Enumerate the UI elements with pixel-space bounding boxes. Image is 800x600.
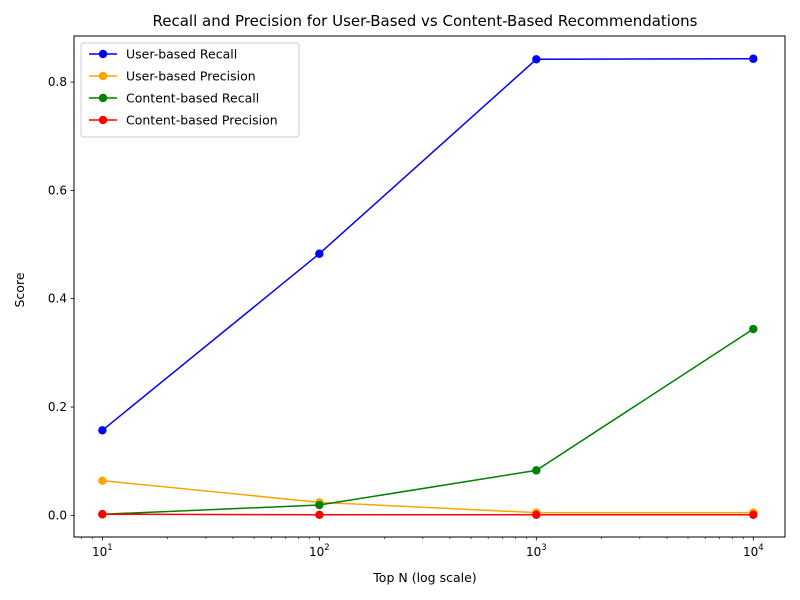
x-axis-label: Top N (log scale) (372, 570, 476, 585)
axes-frame (73, 35, 786, 538)
y-tick-label: 0.2 (48, 400, 67, 414)
y-tick-label: 0.4 (48, 292, 67, 306)
legend-label-content-based-recall: Content-based Recall (126, 91, 259, 106)
data-point-user-based-recall (532, 55, 541, 64)
data-point-content-based-recall (315, 500, 324, 510)
series-line-content-based-precision (102, 513, 754, 516)
y-tick-label: 0.0 (48, 508, 67, 522)
data-point-user-based-recall (315, 249, 324, 258)
data-point-user-based-precision (98, 476, 107, 485)
legend-marker-content-based-recall (98, 93, 108, 103)
y-axis-label: Score (12, 272, 27, 307)
data-point-content-based-precision (315, 510, 324, 519)
y-tick-label: 0.8 (48, 75, 67, 89)
data-point-content-based-precision (98, 510, 107, 519)
series-line-user-based-precision (102, 479, 754, 514)
x-tick-label: 103 (526, 543, 547, 559)
x-tick-label: 102 (309, 543, 330, 559)
y-tick-label: 0.6 (48, 183, 67, 197)
series-line-user-based-recall (101, 58, 754, 431)
plot-area (98, 54, 758, 519)
series-line-content-based-recall (102, 328, 754, 515)
data-point-user-based-recall (98, 426, 107, 435)
legend: User-based Recall User-based Precision Con… (80, 42, 300, 138)
data-point-content-based-precision (532, 510, 541, 519)
legend-label-user-based-precision: User-based Precision (126, 69, 256, 84)
data-point-content-based-recall (532, 466, 541, 475)
y-axis: 0.0 0.2 0.4 0.6 0.8 (48, 75, 74, 522)
legend-label-content-based-precision: Content-based Precision (126, 113, 278, 128)
data-point-content-based-precision (749, 510, 758, 519)
x-tick-label: 104 (743, 543, 764, 559)
data-point-content-based-recall (749, 324, 758, 334)
data-point-user-based-recall (749, 54, 758, 63)
chart-title: Recall and Precision for User-Based vs C… (153, 12, 698, 30)
legend-label-user-based-recall: User-based Recall (126, 47, 237, 62)
x-tick-label: 101 (92, 543, 113, 559)
legend-marker-user-based-precision (98, 71, 108, 81)
legend-box (80, 42, 300, 138)
legend-marker-content-based-precision (98, 115, 108, 125)
legend-marker-user-based-recall (98, 49, 108, 59)
x-axis: 101 102 103 104 (81, 537, 764, 559)
